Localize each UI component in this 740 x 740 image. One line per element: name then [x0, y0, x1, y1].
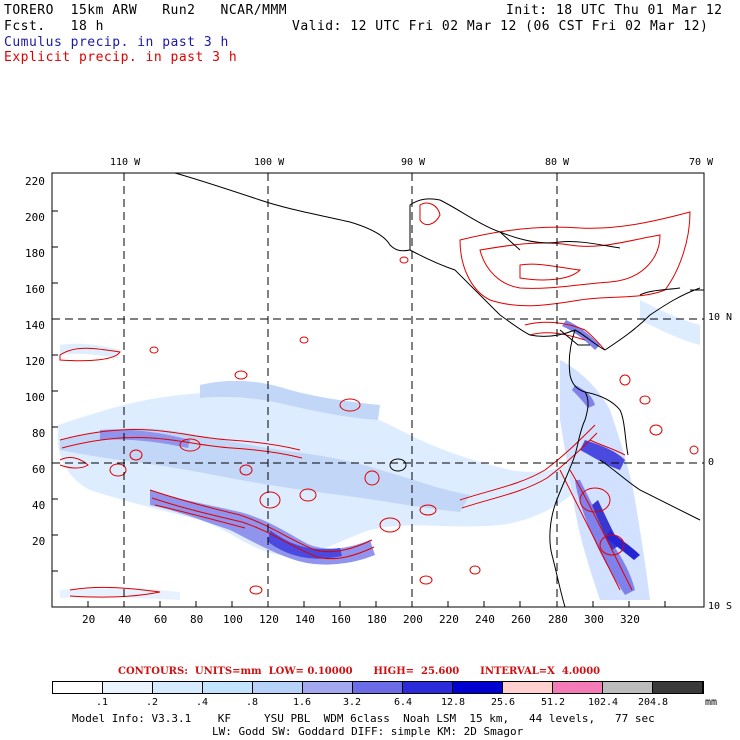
colorbar-cell	[453, 682, 503, 693]
x-tick-label: 300	[584, 613, 604, 626]
colorbar-cell	[553, 682, 603, 693]
cumulus-field-label: Cumulus precip. in past 3 h	[4, 35, 229, 50]
colorbar-unit: mm	[704, 697, 718, 708]
lon-label: 110 W	[110, 157, 141, 168]
model-title: TORERO 15km ARW Run2 NCAR/MMM	[4, 3, 288, 18]
x-tick-label: 100	[223, 613, 243, 626]
lat-label: 10 S	[708, 601, 733, 612]
map-area	[52, 173, 704, 607]
y-tick-label: 220	[25, 175, 45, 188]
map-frame	[51, 172, 705, 608]
contours-info: CONTOURS: UNITS=mm LOW= 0.10000 HIGH= 25…	[118, 666, 601, 677]
lon-label: 100 W	[254, 157, 285, 168]
valid-time: Valid: 12 UTC Fri 02 Mar 12 (06 CST Fri …	[292, 19, 709, 34]
model-info: Model Info: V3.3.1 KF YSU PBL WDM 6class…	[72, 712, 655, 725]
colorbar-label: 12.8	[440, 697, 466, 708]
colorbar-label: 1.6	[292, 697, 312, 708]
y-tick-label: 180	[25, 247, 45, 260]
colorbar-label: 25.6	[490, 697, 516, 708]
x-tick-label: 80	[190, 613, 204, 626]
coastlines	[174, 173, 704, 607]
x-tick-label: 160	[331, 613, 351, 626]
colorbar-cell	[653, 682, 703, 693]
colorbar-cell	[203, 682, 253, 693]
y-tick-label: 120	[25, 355, 45, 368]
colorbar-label: .1	[95, 697, 109, 708]
y-tick-label: 60	[32, 463, 46, 476]
lat-label: 10 N	[708, 312, 733, 323]
explicit-field-label: Explicit precip. in past 3 h	[4, 50, 238, 65]
y-tick-label: 80	[32, 427, 46, 440]
colorbar-label: 204.8	[637, 697, 669, 708]
graticule	[52, 173, 704, 607]
x-tick-label: 260	[511, 613, 531, 626]
colorbar-label: 51.2	[540, 697, 566, 708]
lon-label: 90 W	[401, 157, 426, 168]
x-tick-label: 320	[620, 613, 640, 626]
y-tick-label: 160	[25, 283, 45, 296]
colorbar	[52, 681, 704, 694]
colorbar-cell	[303, 682, 353, 693]
colorbar-label: 6.4	[393, 697, 413, 708]
lon-label: 70 W	[689, 157, 714, 168]
colorbar-cell	[603, 682, 653, 693]
colorbar-label: 3.2	[342, 697, 362, 708]
x-tick-label: 20	[82, 613, 96, 626]
colorbar-cell	[403, 682, 453, 693]
y-tick-label: 100	[25, 391, 45, 404]
colorbar-cell	[503, 682, 553, 693]
colorbar-cell	[253, 682, 303, 693]
colorbar-label: .2	[145, 697, 159, 708]
model-physics: LW: Godd SW: Goddard DIFF: simple KM: 2D…	[212, 725, 524, 738]
x-tick-label: 140	[295, 613, 315, 626]
colorbar-label: .8	[245, 697, 259, 708]
x-tick-label: 120	[259, 613, 279, 626]
colorbar-cell	[53, 682, 103, 693]
tick-marks	[52, 210, 666, 607]
x-tick-label: 60	[154, 613, 168, 626]
y-tick-label: 40	[32, 499, 46, 512]
cumulus-precip-shading	[58, 300, 700, 600]
colorbar-cell	[103, 682, 153, 693]
x-tick-label: 240	[475, 613, 495, 626]
init-time: Init: 18 UTC Thu 01 Mar 12	[506, 3, 723, 18]
colorbar-label: 102.4	[587, 697, 619, 708]
colorbar-label: .4	[195, 697, 209, 708]
lat-label: 0	[708, 457, 715, 468]
forecast-hour: Fcst. 18 h	[4, 19, 104, 34]
y-tick-label: 20	[32, 535, 46, 548]
y-tick-label: 200	[25, 211, 45, 224]
colorbar-cell	[353, 682, 403, 693]
x-tick-label: 280	[548, 613, 568, 626]
y-tick-label: 140	[25, 319, 45, 332]
x-tick-label: 220	[439, 613, 459, 626]
x-tick-label: 180	[367, 613, 387, 626]
lon-label: 80 W	[545, 157, 570, 168]
x-tick-label: 200	[403, 613, 423, 626]
x-tick-label: 40	[118, 613, 132, 626]
colorbar-cell	[153, 682, 203, 693]
